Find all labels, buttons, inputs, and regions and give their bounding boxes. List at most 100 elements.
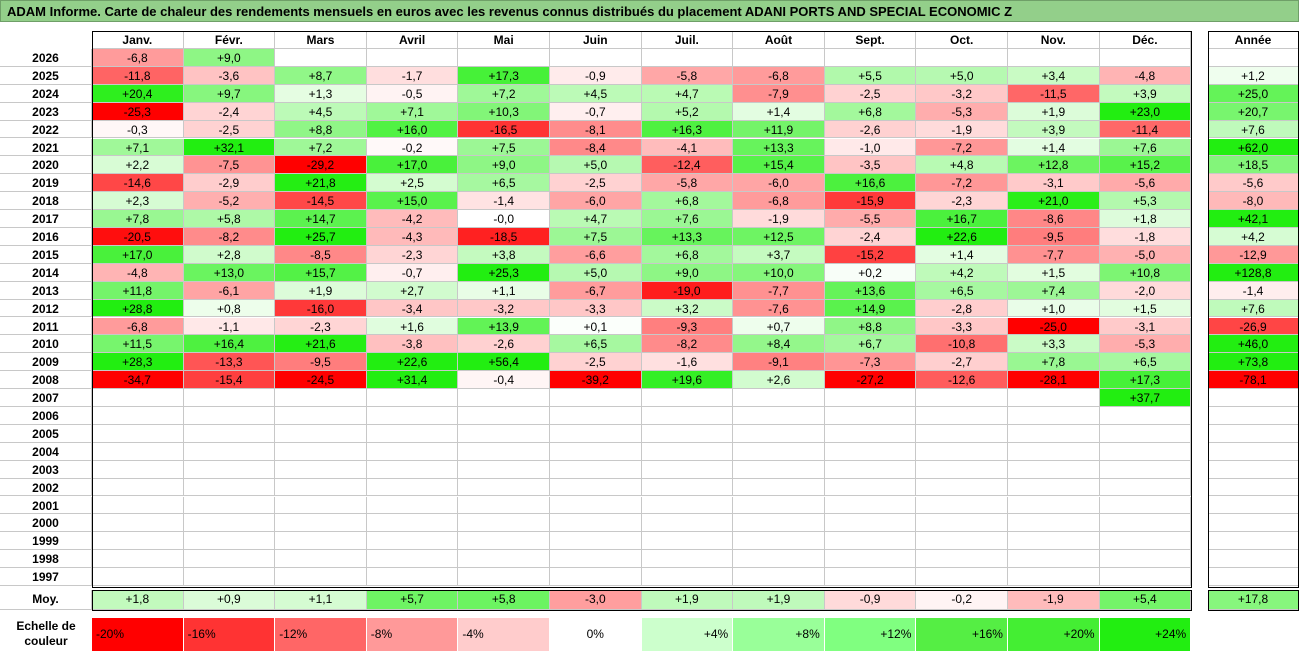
heatmap-cell: -0,4 (458, 371, 550, 390)
heatmap-cell: -25,3 (92, 102, 184, 121)
year-label: 2003 (0, 460, 92, 479)
heatmap-cell (1099, 532, 1192, 551)
heatmap-cell (733, 568, 825, 586)
heatmap-cell (458, 389, 550, 407)
heatmap-cell: +5,0 (916, 66, 1008, 85)
heatmap-cell (733, 496, 825, 515)
heatmap-cell: +9,0 (458, 156, 550, 175)
heatmap-cell (824, 514, 917, 533)
heatmap-cell (183, 478, 276, 497)
heatmap-cell (824, 532, 917, 551)
year-label: 2018 (0, 192, 92, 211)
heatmap-cell (733, 460, 825, 479)
year-label: 1998 (0, 550, 92, 569)
heatmap-cell: +5,0 (550, 156, 642, 175)
heatmap-cell (458, 407, 550, 425)
heatmap-cell (641, 442, 734, 461)
heatmap-cell (1008, 424, 1100, 443)
heatmap-cell: -1,7 (366, 66, 459, 85)
annual-cell: -5,6 (1208, 174, 1299, 193)
heatmap-cell: +7,1 (366, 102, 459, 121)
heatmap-cell: -7,9 (733, 84, 825, 103)
heatmap-cell: +21,6 (275, 335, 367, 354)
heatmap-cell: -4,2 (366, 210, 459, 228)
annual-cell: +7,6 (1208, 299, 1299, 318)
heatmap-cell: +3,9 (1099, 84, 1192, 103)
heatmap-cell (824, 550, 917, 569)
heatmap-cell (733, 532, 825, 551)
heatmap-cell: +11,8 (92, 281, 184, 300)
color-scale-step: 0% (550, 618, 642, 651)
annual-cell: +18,5 (1208, 156, 1299, 175)
color-scale-step: +4% (641, 618, 734, 651)
heatmap-cell (733, 478, 825, 497)
heatmap-cell (733, 389, 825, 407)
average-cell: +5,4 (1099, 590, 1192, 610)
heatmap-cell: +1,0 (1008, 299, 1100, 318)
heatmap-cell: -3,6 (183, 66, 276, 85)
heatmap-cell: +16,0 (366, 120, 459, 139)
heatmap-cell (183, 424, 276, 443)
heatmap-cell (366, 496, 459, 515)
color-scale-step: +16% (916, 618, 1008, 651)
color-scale-step: +20% (1008, 618, 1100, 651)
year-label: 2010 (0, 335, 92, 354)
year-label: 1997 (0, 568, 92, 586)
month-header: Sept. (824, 31, 917, 49)
heatmap-cell (92, 442, 184, 461)
heatmap-cell: -16,5 (458, 120, 550, 139)
average-cell: -0,9 (824, 590, 917, 610)
heatmap-cell: +0,2 (824, 263, 917, 282)
heatmap-cell: -10,8 (916, 335, 1008, 354)
heatmap-cell: +3,2 (641, 299, 734, 318)
heatmap-cell (1008, 460, 1100, 479)
heatmap-cell (1099, 49, 1192, 67)
heatmap-cell (641, 407, 734, 425)
year-label: 2021 (0, 138, 92, 157)
heatmap-cell (458, 460, 550, 479)
heatmap-cell: +3,4 (1008, 66, 1100, 85)
year-label: 2004 (0, 442, 92, 461)
heatmap-cell: -5,8 (641, 174, 734, 193)
average-cell: +0,9 (183, 590, 276, 610)
heatmap-cell (641, 460, 734, 479)
heatmap-cell: +1,1 (458, 281, 550, 300)
heatmap-cell (1099, 407, 1192, 425)
heatmap-cell: -6,8 (92, 317, 184, 336)
heatmap-cell: -3,1 (1008, 174, 1100, 193)
heatmap-cell: -6,8 (733, 66, 825, 85)
heatmap-cell (92, 389, 184, 407)
heatmap-cell (458, 424, 550, 443)
heatmap-cell: +5,2 (641, 102, 734, 121)
annual-cell: +20,7 (1208, 102, 1299, 121)
heatmap-cell (458, 442, 550, 461)
heatmap-cell (366, 442, 459, 461)
year-label: 2008 (0, 371, 92, 390)
heatmap-cell: -3,5 (824, 156, 917, 175)
heatmap-cell (550, 442, 642, 461)
month-header: Mars (275, 31, 367, 49)
heatmap-cell: -11,5 (1008, 84, 1100, 103)
heatmap-cell: +10,0 (733, 263, 825, 282)
heatmap-cell: +6,7 (824, 335, 917, 354)
heatmap-cell: -0,9 (550, 66, 642, 85)
heatmap-cell (183, 496, 276, 515)
average-cell: +5,8 (458, 590, 550, 610)
heatmap-cell: +25,7 (275, 228, 367, 246)
heatmap-cell: +12,8 (1008, 156, 1100, 175)
heatmap-cell: -3,8 (366, 335, 459, 354)
annual-cell: +62,0 (1208, 138, 1299, 157)
heatmap-cell: +19,6 (641, 371, 734, 390)
heatmap-cell: +1,5 (1099, 299, 1192, 318)
heatmap-cell: -2,6 (458, 335, 550, 354)
heatmap-cell: +21,0 (1008, 192, 1100, 211)
average-cell: -0,2 (916, 590, 1008, 610)
heatmap-cell: +7,5 (550, 228, 642, 246)
heatmap-cell: +1,8 (1099, 210, 1192, 228)
heatmap-cell (1099, 496, 1192, 515)
heatmap-cell (183, 407, 276, 425)
heatmap-cell: -13,3 (183, 353, 276, 372)
heatmap-cell: -5,2 (183, 192, 276, 211)
heatmap-cell: -4,8 (92, 263, 184, 282)
heatmap-cell: +15,0 (366, 192, 459, 211)
